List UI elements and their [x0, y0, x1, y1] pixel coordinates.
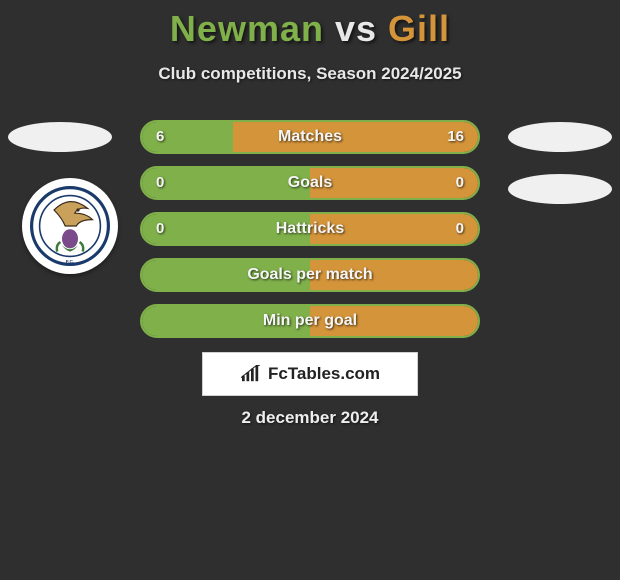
date-text: 2 december 2024 — [0, 408, 620, 428]
bar-label: Min per goal — [142, 306, 478, 336]
bar-value-player2: 0 — [456, 168, 464, 198]
bar-value-player1: 6 — [156, 122, 164, 152]
page-title: Newman vs Gill — [0, 0, 620, 50]
bar-label: Hattricks — [142, 214, 478, 244]
bar-value-player1: 0 — [156, 214, 164, 244]
decor-ellipse-right-2 — [508, 174, 612, 204]
bar-value-player2: 16 — [447, 122, 464, 152]
brand-text: FcTables.com — [268, 364, 380, 384]
subtitle: Club competitions, Season 2024/2025 — [0, 64, 620, 84]
stat-bar: Matches6 16 — [140, 120, 480, 154]
bar-value-player1: 0 — [156, 168, 164, 198]
club-badge: F.C. — [22, 178, 118, 274]
stat-bar: Goals per match — [140, 258, 480, 292]
club-badge-icon: F.C. — [30, 186, 110, 266]
decor-ellipse-top-right — [508, 122, 612, 152]
vs-text: vs — [335, 8, 377, 49]
brand-box: FcTables.com — [202, 352, 418, 396]
decor-ellipse-top-left — [8, 122, 112, 152]
bar-chart-icon — [240, 365, 262, 383]
player2-name: Gill — [388, 8, 450, 49]
stat-bar: Goals0 0 — [140, 166, 480, 200]
bar-label: Goals — [142, 168, 478, 198]
stat-bar: Hattricks0 0 — [140, 212, 480, 246]
stat-bar: Min per goal — [140, 304, 480, 338]
bar-label: Matches — [142, 122, 478, 152]
bar-label: Goals per match — [142, 260, 478, 290]
svg-text:F.C.: F.C. — [66, 259, 75, 265]
player1-name: Newman — [170, 8, 324, 49]
comparison-bars: Matches616Goals00Hattricks00Goals per ma… — [140, 120, 480, 350]
bar-value-player2: 0 — [456, 214, 464, 244]
